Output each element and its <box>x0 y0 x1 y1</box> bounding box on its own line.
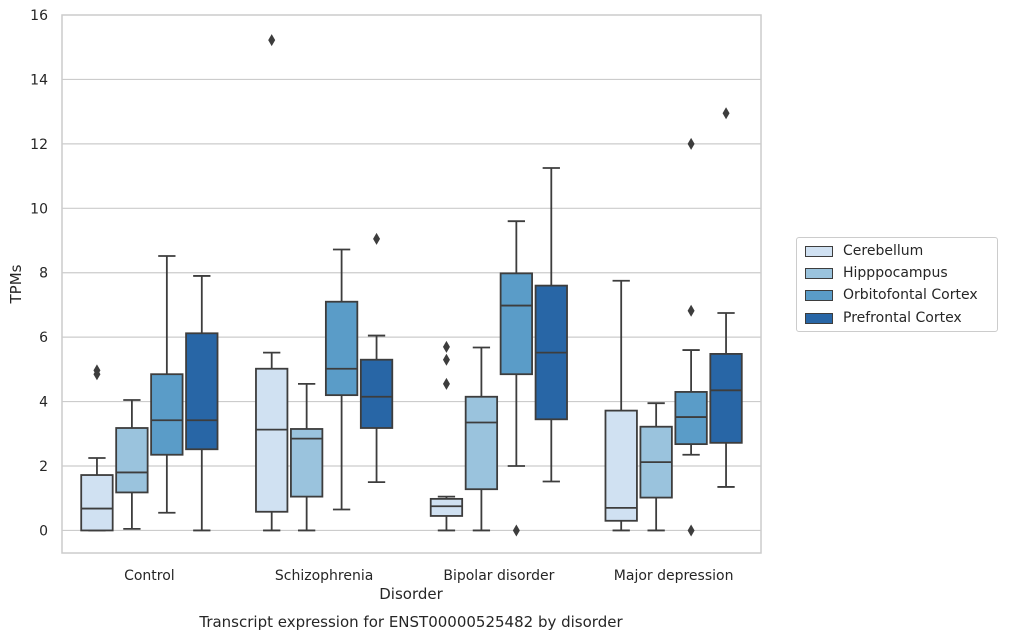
y-tick-label-2: 2 <box>39 459 48 475</box>
legend-item-hippocampus: Hipppocampus <box>805 263 948 283</box>
box-s2-c0-box <box>150 373 184 456</box>
x-tick-label-0: Control <box>124 568 175 584</box>
legend-swatch-hippocampus <box>805 267 833 279</box>
legend-label-prefrontal: Prefrontal Cortex <box>843 310 962 326</box>
x-tick-labels: Control Schizophrenia Bipolar disorder Majo… <box>124 568 733 584</box>
y-tick-label-8: 8 <box>39 266 48 282</box>
x-tick-label-3: Major depression <box>614 568 734 584</box>
box-s1-c2-box <box>464 395 499 491</box>
x-tick-label-1: Schizophrenia <box>275 568 373 584</box>
box-s2-c1-box <box>324 300 359 397</box>
legend-label-orbitofrontal: Orbitofontal Cortex <box>843 287 978 303</box>
legend-item-orbitofrontal: Orbitofontal Cortex <box>805 285 978 305</box>
y-tick-label-12: 12 <box>30 137 48 153</box>
box-s0-c0-outlier-1 <box>93 364 101 377</box>
box-s0-c3-box <box>604 409 638 522</box>
chart-title: Transcript expression for ENST0000052548… <box>198 613 623 631</box>
box-s0-c2-outlier-0 <box>442 377 450 390</box>
box-s1-c0-box <box>115 427 149 494</box>
box-s3-c0-box <box>185 332 219 451</box>
box-s2-c3-outlier-1 <box>687 304 695 317</box>
box-s0-c2-box <box>429 497 464 517</box>
y-tick-label-0: 0 <box>39 523 48 539</box>
legend-swatch-cerebellum <box>805 245 833 257</box>
box-s2-c3-outlier-2 <box>687 137 695 150</box>
legend: Cerebellum Hipppocampus Orbitofontal Cor… <box>796 237 998 332</box>
box-s1-c1-box <box>290 428 324 498</box>
series-1 <box>115 346 673 532</box>
box-s2-c2-box <box>499 272 533 376</box>
box-s0-c2-outlier-2 <box>442 340 450 353</box>
y-tick-label-10: 10 <box>30 201 48 217</box>
box-s3-c3-box <box>709 353 743 444</box>
x-tick-label-2: Bipolar disorder <box>443 568 554 584</box>
box-s0-c2-outlier-1 <box>442 353 450 366</box>
legend-item-prefrontal: Prefrontal Cortex <box>805 308 962 328</box>
box-s2-c2-outlier-0 <box>512 524 520 537</box>
y-tick-label-6: 6 <box>39 330 48 346</box>
y-tick-label-14: 14 <box>30 72 48 88</box>
y-tick-label-4: 4 <box>39 395 48 411</box>
box-s3-c3-outlier-0 <box>722 107 730 120</box>
x-axis-label: Disorder <box>379 585 443 603</box>
box-s0-c1-outlier-0 <box>268 34 276 47</box>
legend-item-cerebellum: Cerebellum <box>805 241 923 261</box>
box-s2-c3-outlier-0 <box>687 524 695 537</box>
box-s3-c1-box <box>359 358 394 429</box>
series-0 <box>80 34 638 532</box>
y-axis-label: TPMs <box>7 264 25 304</box>
box-s0-c1-box <box>255 367 289 513</box>
legend-label-hippocampus: Hipppocampus <box>843 265 948 281</box>
box-s0-c0-box <box>80 474 114 532</box>
box-s2-c3-box <box>674 391 708 446</box>
series-2 <box>150 137 708 537</box>
y-tick-label-16: 16 <box>30 8 48 24</box>
legend-swatch-prefrontal <box>805 312 833 324</box>
series-3 <box>185 107 743 532</box>
y-tick-labels: 0 2 4 6 8 10 12 14 16 <box>30 8 48 539</box>
box-series <box>80 34 743 537</box>
legend-label-cerebellum: Cerebellum <box>843 243 924 259</box>
box-s3-c1-outlier-0 <box>373 232 381 245</box>
legend-swatch-orbitofrontal <box>805 289 833 301</box>
